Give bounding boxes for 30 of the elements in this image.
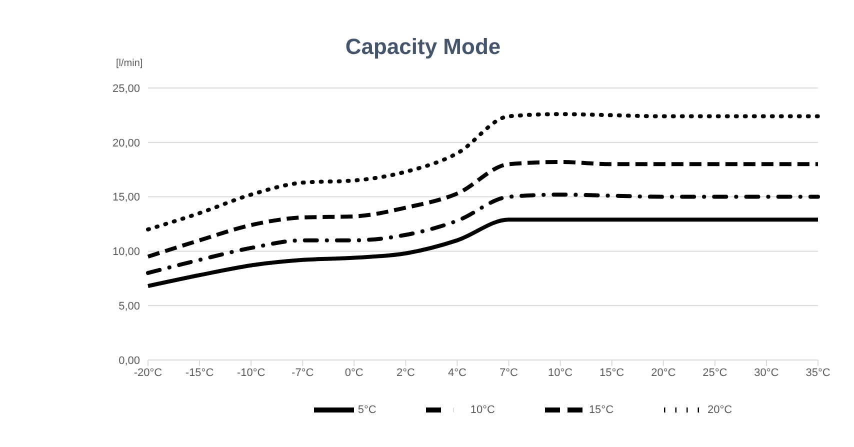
x-tick-label: 15°C (600, 366, 624, 379)
y-axis-title: [l/min] (116, 58, 143, 69)
y-tick-label: 0,00 (118, 354, 140, 367)
line-series (146, 160, 820, 259)
x-tick-label: 20°C (651, 366, 676, 379)
legend-label: 20°C (708, 404, 732, 416)
x-tick-label: 4°C (448, 366, 467, 379)
x-tick-label: 25°C (702, 366, 728, 379)
x-tick-label: 0°C (344, 366, 364, 379)
x-tick-label: -10°C (236, 366, 266, 379)
y-tick-label: 10,00 (112, 246, 140, 258)
x-tick-label: 30°C (754, 366, 779, 379)
x-tick-label: 7°C (500, 366, 518, 379)
y-tick-label: 5,00 (118, 300, 140, 313)
y-tick-label: 25,00 (112, 82, 140, 95)
legend-label: 15°C (588, 404, 614, 416)
x-tick-label: -7°C (292, 366, 314, 379)
y-tick-label: 15,00 (112, 192, 140, 204)
x-tick-label: 2°C (396, 366, 415, 379)
x-tick-label: 10°C (548, 366, 573, 379)
y-tick-label: 20,00 (112, 137, 140, 150)
x-tick-label: 35°C (806, 366, 830, 379)
chart-title: Capacity Mode (345, 34, 501, 59)
line-series (146, 218, 820, 288)
legend-label: 10°C (470, 404, 495, 416)
x-tick-label: -20°C (134, 366, 162, 379)
x-tick-label: -15°C (185, 366, 214, 379)
line-series (146, 192, 820, 275)
line-series (146, 112, 820, 232)
legend-label: 5°C (358, 404, 376, 416)
